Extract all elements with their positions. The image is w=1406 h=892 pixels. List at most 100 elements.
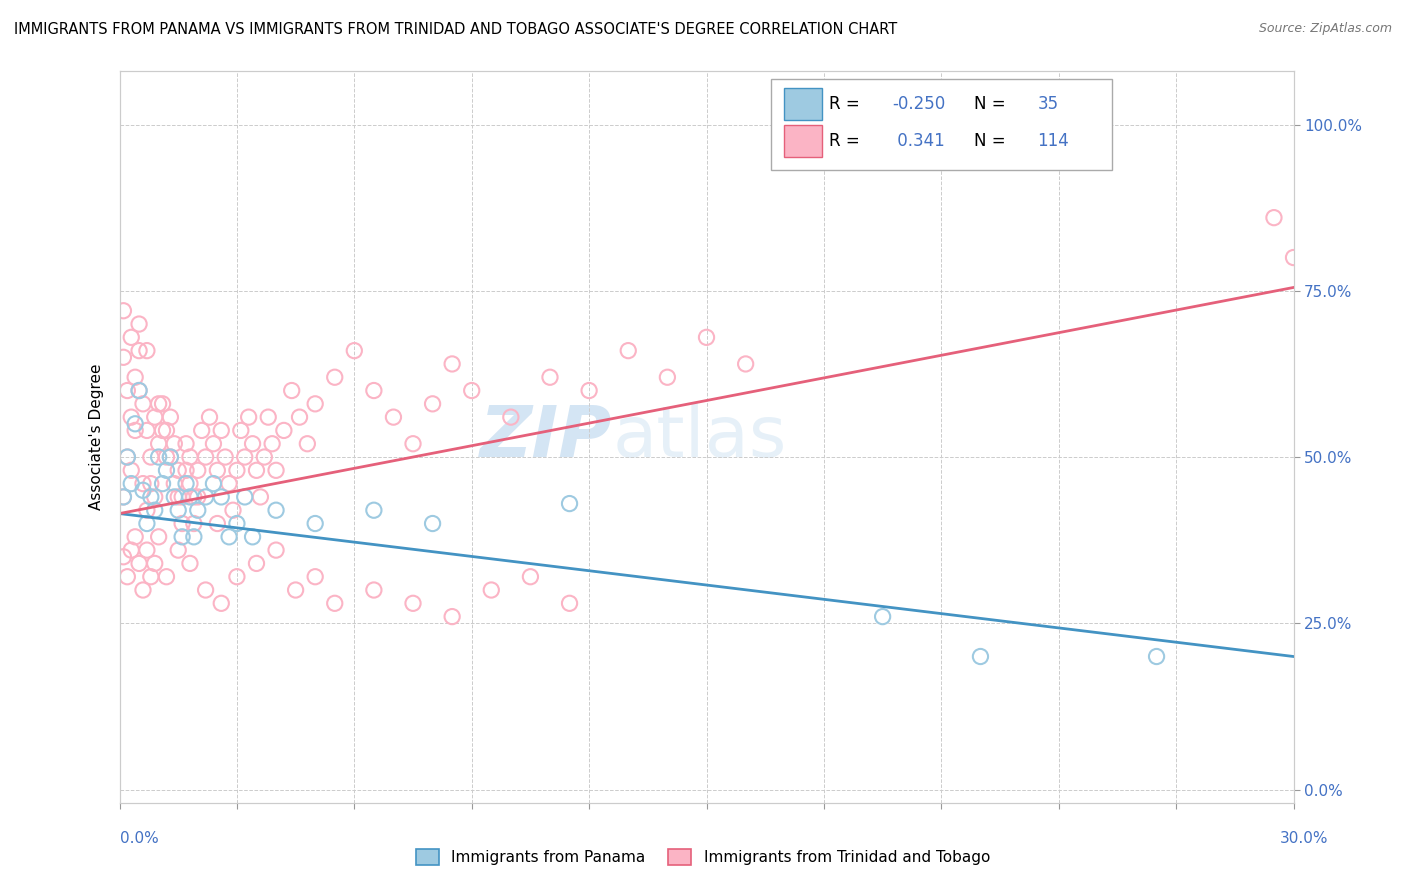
Point xyxy=(135,543,157,558)
Point xyxy=(222,503,245,517)
Point xyxy=(323,370,346,384)
Point xyxy=(657,370,679,384)
Point xyxy=(174,476,197,491)
Point xyxy=(198,410,221,425)
Point xyxy=(172,516,194,531)
Point xyxy=(209,490,232,504)
Text: R =: R = xyxy=(828,95,865,113)
Point xyxy=(194,582,217,597)
Point xyxy=(202,436,225,450)
Point xyxy=(132,476,155,491)
Point xyxy=(460,384,484,398)
Point xyxy=(179,557,201,571)
Point xyxy=(225,463,249,477)
Point xyxy=(159,410,181,425)
Y-axis label: Associate's Degree: Associate's Degree xyxy=(89,364,104,510)
Point xyxy=(112,549,135,564)
Point xyxy=(167,543,190,558)
Point xyxy=(734,357,756,371)
Text: 0.0%: 0.0% xyxy=(120,831,159,846)
Point xyxy=(167,503,190,517)
Point xyxy=(363,384,385,398)
Point xyxy=(441,357,464,371)
Point xyxy=(139,450,162,464)
Point xyxy=(382,410,405,425)
Point xyxy=(242,436,264,450)
Point xyxy=(112,351,135,365)
Point xyxy=(172,490,194,504)
Point xyxy=(617,343,640,358)
Point xyxy=(209,596,232,610)
Point xyxy=(135,424,157,438)
Point xyxy=(233,450,256,464)
Text: N =: N = xyxy=(974,132,1011,150)
Point xyxy=(117,450,139,464)
Point xyxy=(167,490,190,504)
Point xyxy=(179,490,201,504)
Point xyxy=(124,424,146,438)
Point xyxy=(112,490,135,504)
Text: Source: ZipAtlas.com: Source: ZipAtlas.com xyxy=(1258,22,1392,36)
Point xyxy=(179,476,201,491)
Point xyxy=(207,516,229,531)
Text: -0.250: -0.250 xyxy=(891,95,945,113)
Point xyxy=(155,570,177,584)
Point xyxy=(143,490,166,504)
Point xyxy=(872,609,894,624)
Point xyxy=(214,450,236,464)
Text: 0.341: 0.341 xyxy=(891,132,945,150)
Point xyxy=(578,384,600,398)
Point xyxy=(117,450,139,464)
Text: ZIP: ZIP xyxy=(481,402,613,472)
Point xyxy=(538,370,561,384)
Point xyxy=(238,410,260,425)
Point xyxy=(264,543,287,558)
Point xyxy=(135,503,157,517)
Point xyxy=(273,424,295,438)
Point xyxy=(304,397,326,411)
Point xyxy=(139,476,162,491)
Point xyxy=(558,497,581,511)
Point xyxy=(183,490,205,504)
Point xyxy=(969,649,991,664)
Point xyxy=(264,463,287,477)
Point xyxy=(187,463,209,477)
Point xyxy=(128,384,150,398)
Point xyxy=(284,582,307,597)
Point xyxy=(187,503,209,517)
Point xyxy=(280,384,302,398)
Point xyxy=(343,343,366,358)
Text: N =: N = xyxy=(974,95,1011,113)
Point xyxy=(174,436,197,450)
Point xyxy=(422,397,444,411)
Point xyxy=(304,516,326,531)
Point xyxy=(148,436,170,450)
Point xyxy=(499,410,522,425)
Point xyxy=(128,317,150,331)
Point xyxy=(128,384,150,398)
Point xyxy=(519,570,541,584)
Point xyxy=(209,424,232,438)
Point xyxy=(155,424,177,438)
Point xyxy=(159,450,181,464)
Point xyxy=(402,436,425,450)
Point xyxy=(152,476,174,491)
Point xyxy=(179,450,201,464)
Point xyxy=(245,463,267,477)
Point xyxy=(558,596,581,610)
Point xyxy=(202,476,225,491)
Point xyxy=(163,490,186,504)
Point xyxy=(479,582,502,597)
Point xyxy=(120,330,142,344)
Point xyxy=(257,410,280,425)
Point xyxy=(143,410,166,425)
Point xyxy=(120,476,142,491)
Point xyxy=(194,450,217,464)
Point xyxy=(132,397,155,411)
Point xyxy=(422,516,444,531)
Point xyxy=(1282,251,1305,265)
Point xyxy=(135,516,157,531)
FancyBboxPatch shape xyxy=(785,88,821,120)
Point xyxy=(402,596,425,610)
Text: IMMIGRANTS FROM PANAMA VS IMMIGRANTS FROM TRINIDAD AND TOBAGO ASSOCIATE'S DEGREE: IMMIGRANTS FROM PANAMA VS IMMIGRANTS FRO… xyxy=(14,22,897,37)
